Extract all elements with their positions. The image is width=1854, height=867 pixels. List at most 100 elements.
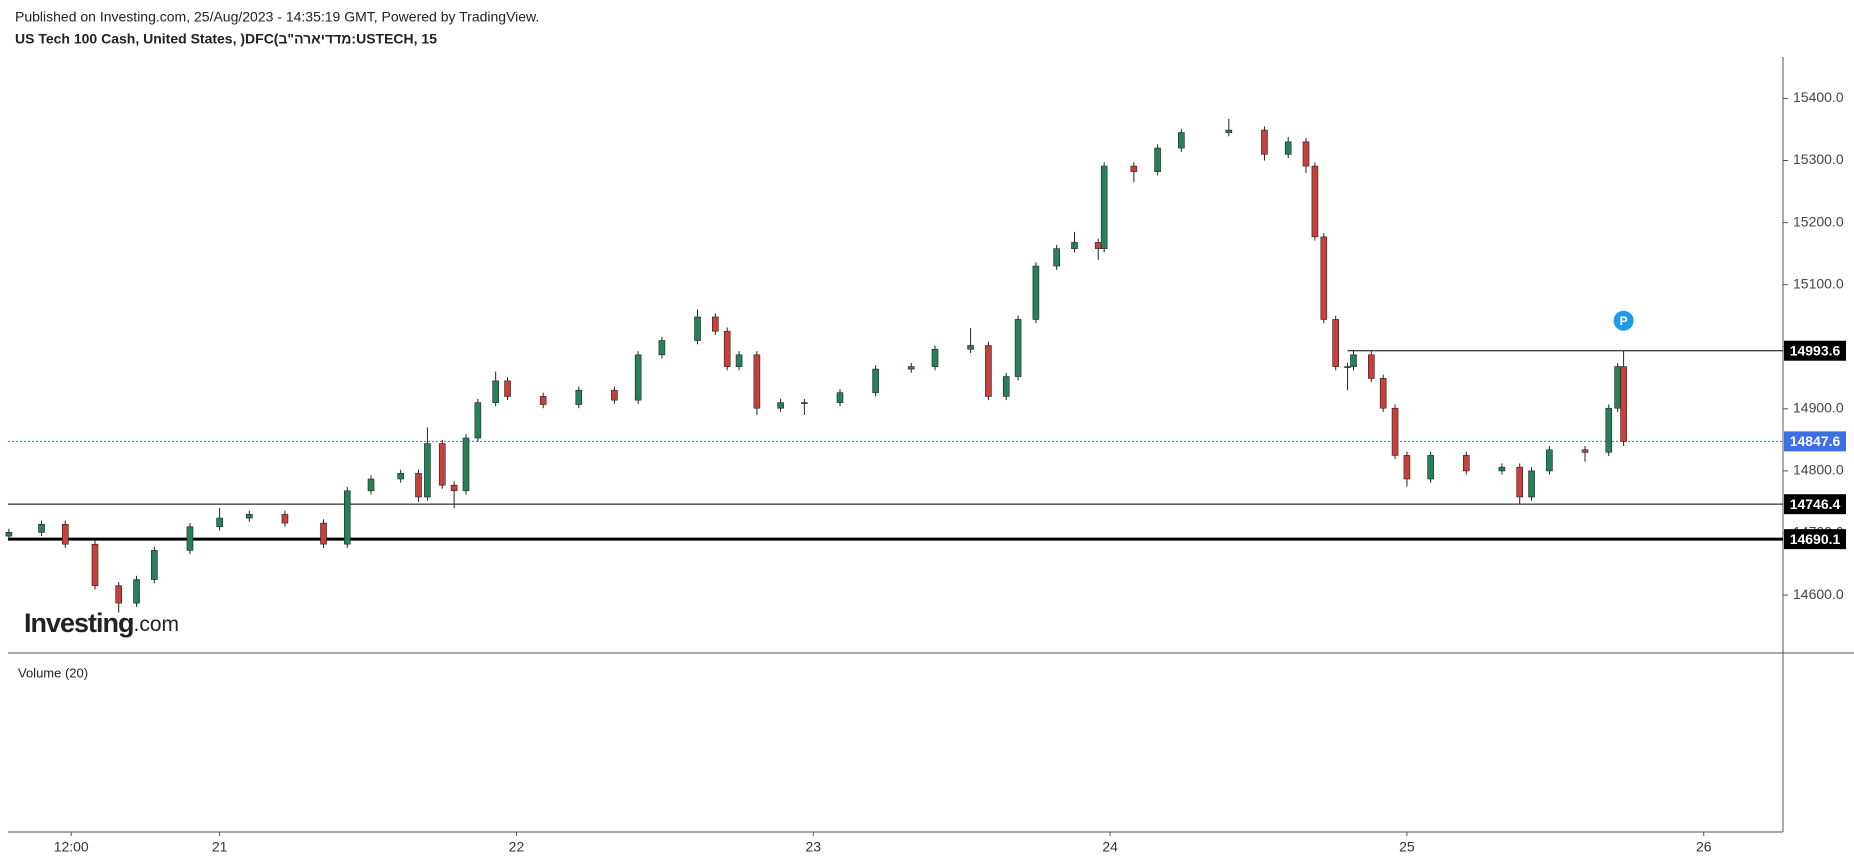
symbol-title: US Tech 100 Cash, United States, )DFC(מד… xyxy=(15,31,437,47)
candle-body xyxy=(712,316,719,332)
candle-body xyxy=(397,473,404,480)
candle-body xyxy=(753,354,761,409)
y-tick-label: 15200.0 xyxy=(1793,213,1844,229)
candle-body xyxy=(539,396,547,405)
candle-body xyxy=(133,579,140,604)
y-tick-label: 14900.0 xyxy=(1793,400,1844,416)
candle-body xyxy=(801,402,808,404)
candle-body xyxy=(985,345,992,397)
candle-body xyxy=(1225,129,1233,133)
candle-body xyxy=(1546,449,1553,472)
candle-body xyxy=(1528,470,1535,498)
candle-body xyxy=(1391,407,1399,456)
candle-body xyxy=(91,543,99,587)
logo-suffix: .com xyxy=(134,613,180,636)
candle-body xyxy=(1053,248,1060,267)
volume-title: Volume (20) xyxy=(18,665,88,680)
candle-body xyxy=(931,348,939,367)
candle-body xyxy=(246,514,253,519)
candles xyxy=(5,118,1627,613)
candle-body xyxy=(216,517,223,528)
marker-badge xyxy=(1613,310,1634,331)
y-tick-label: 14600.0 xyxy=(1793,586,1844,602)
candle-body xyxy=(1100,165,1108,249)
candle-body xyxy=(1620,366,1627,442)
candle-body xyxy=(61,524,69,545)
candle-body xyxy=(1516,466,1524,498)
candle-body xyxy=(1130,165,1138,172)
level-label-box xyxy=(1784,529,1846,550)
candle-body xyxy=(438,443,446,486)
candle-body xyxy=(1332,319,1339,367)
level-label-box xyxy=(1784,494,1846,515)
marker-label: P xyxy=(1620,314,1628,328)
candle-body xyxy=(1178,132,1185,149)
candle-body xyxy=(1379,378,1387,409)
y-tick-label: 15100.0 xyxy=(1793,275,1844,291)
candle-body xyxy=(1498,466,1506,472)
candle-body xyxy=(1071,242,1078,249)
y-tick-label: 14800.0 xyxy=(1793,462,1844,478)
x-tick-label: 23 xyxy=(805,839,821,855)
candle-body xyxy=(1320,236,1328,320)
candle-body xyxy=(1605,407,1613,453)
levels: 14993.6 14847.6 14746.4 14690.1 xyxy=(8,340,1846,550)
candle-body xyxy=(611,389,618,401)
candle-body xyxy=(575,389,583,405)
level-label: 14847.6 xyxy=(1790,433,1841,449)
candle-body xyxy=(1344,366,1351,368)
candle-body xyxy=(735,354,743,367)
candle-body xyxy=(1427,455,1434,480)
level-label-box xyxy=(1784,431,1846,452)
candle-body xyxy=(967,345,974,350)
x-tick-label: 22 xyxy=(509,839,525,855)
candle-body xyxy=(1462,455,1470,472)
x-tick-label: 25 xyxy=(1399,839,1415,855)
x-tick-label: 21 xyxy=(212,839,228,855)
level-label: 14690.1 xyxy=(1790,531,1841,547)
candle-body xyxy=(462,437,470,492)
candle-body xyxy=(424,443,431,498)
y-tick-label: 15300.0 xyxy=(1793,151,1844,167)
candle-body xyxy=(1581,449,1589,453)
candle-body xyxy=(1302,141,1310,167)
candle-body xyxy=(1154,147,1161,172)
candle-body xyxy=(474,402,482,439)
candle-body xyxy=(1284,141,1292,155)
level-label: 14746.4 xyxy=(1790,496,1841,512)
candle-body xyxy=(634,354,642,401)
x-tick-label: 24 xyxy=(1102,839,1118,855)
x-tick-label: 26 xyxy=(1696,839,1712,855)
candle-body xyxy=(658,340,666,356)
candle-body xyxy=(415,473,422,498)
candle-body xyxy=(1368,354,1375,379)
candle-body xyxy=(450,484,458,492)
y-tick-label: 15400.0 xyxy=(1793,89,1844,105)
candle-body xyxy=(694,316,701,341)
candle-body xyxy=(492,380,499,403)
candle-body xyxy=(186,526,194,551)
candle-body xyxy=(723,330,731,367)
candle-body xyxy=(1002,376,1010,397)
candle-body xyxy=(38,524,45,533)
candle-body xyxy=(504,380,511,397)
candle-body xyxy=(1311,165,1319,238)
candle-body xyxy=(1014,319,1022,377)
x-tick-label: 12:00 xyxy=(54,839,89,855)
candle-body xyxy=(1403,455,1411,480)
candle-body xyxy=(151,550,158,580)
candle-body xyxy=(907,366,915,370)
candle-body xyxy=(367,478,375,492)
candle-body xyxy=(5,532,13,537)
candle-body xyxy=(1614,366,1621,409)
candle-body xyxy=(777,402,784,409)
candle-body xyxy=(1261,129,1268,155)
candle-body xyxy=(343,490,351,545)
candle-body xyxy=(1032,265,1040,320)
candle-body xyxy=(1350,354,1357,367)
candle-body xyxy=(1094,242,1102,249)
candle-body xyxy=(281,514,289,524)
level-label-box xyxy=(1784,340,1846,361)
candle-body xyxy=(872,368,879,393)
